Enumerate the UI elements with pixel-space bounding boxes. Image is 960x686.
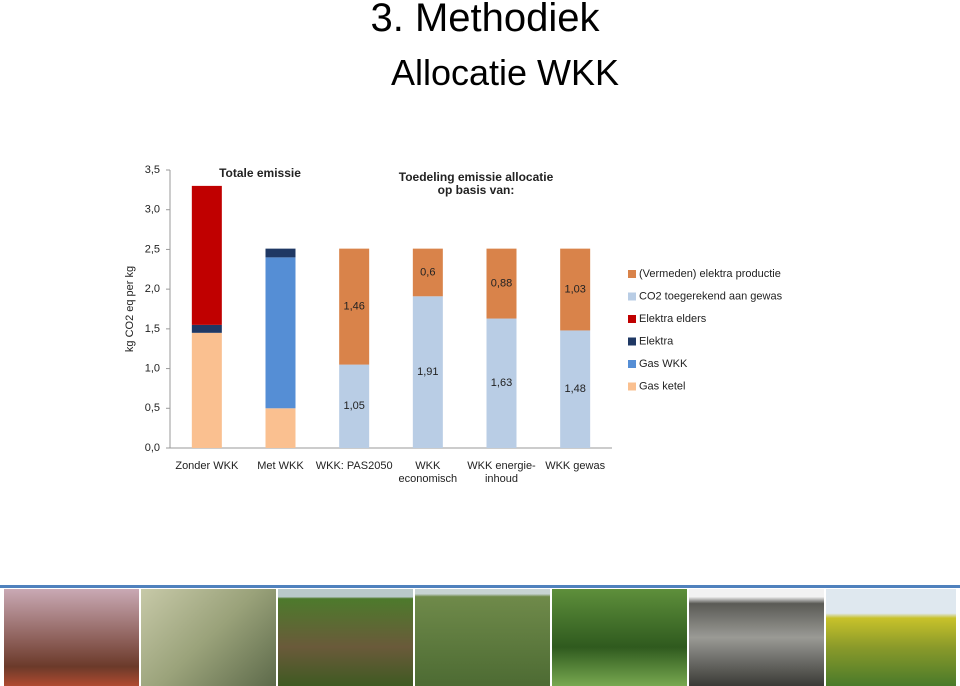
- data-label: 1,03: [564, 283, 585, 295]
- slide-title: 3. Methodiek: [370, 0, 600, 40]
- bar-segment: [339, 364, 370, 448]
- bar-segment: [191, 332, 222, 448]
- bar-segment: [265, 408, 296, 448]
- legend-swatch: [628, 270, 636, 278]
- bar-segment: [191, 324, 222, 333]
- legend-label: Elektra: [639, 335, 674, 347]
- y-tick-label: 1,5: [145, 323, 160, 335]
- legend-swatch: [628, 360, 636, 368]
- annotation: Toedeling emissie allocatie op basis van…: [398, 170, 554, 197]
- data-label: 1,91: [417, 366, 438, 378]
- photo: [689, 589, 824, 686]
- x-tick-label: WKK gewas: [545, 460, 606, 472]
- annotation: Totale emissie: [219, 166, 301, 180]
- x-tick-label: Met WKK: [257, 460, 304, 472]
- x-tick-label: WKK energie- inhoud: [467, 460, 536, 485]
- data-label: 1,46: [343, 301, 364, 313]
- photo: [826, 589, 956, 686]
- data-label: 1,63: [491, 377, 512, 389]
- slide-subtitle: Allocatie WKK: [390, 52, 620, 93]
- photo: [552, 589, 687, 686]
- bar-segment: [486, 248, 517, 319]
- bar-segment: [191, 185, 222, 325]
- data-label: 0,6: [420, 266, 435, 278]
- bar-segment: [339, 248, 370, 365]
- y-tick-label: 0,5: [145, 402, 160, 414]
- y-axis-label: kg CO2 eq per kg: [124, 266, 136, 352]
- data-label: 1,05: [343, 400, 364, 412]
- photo: [278, 589, 413, 686]
- legend-label: (Vermeden) elektra productie: [639, 268, 781, 280]
- y-tick-label: 2,0: [145, 283, 160, 295]
- data-label: 0,88: [491, 277, 512, 289]
- data-label: 1,48: [564, 383, 585, 395]
- legend-label: CO2 toegerekend aan gewas: [639, 290, 783, 302]
- legend-swatch: [628, 315, 636, 323]
- legend-label: Elektra elders: [639, 313, 707, 325]
- legend-swatch: [628, 292, 636, 301]
- photo: [141, 589, 276, 686]
- bar-segment: [486, 318, 517, 448]
- photo: [415, 589, 550, 686]
- bar-segment: [265, 248, 296, 258]
- divider: [0, 585, 960, 588]
- legend-swatch: [628, 382, 636, 391]
- legend-label: Gas WKK: [639, 358, 688, 370]
- x-tick-label: WKK economisch: [398, 460, 458, 485]
- legend-label: Gas ketel: [639, 380, 685, 392]
- x-tick-label: Zonder WKK: [175, 460, 239, 472]
- legend-swatch: [628, 337, 636, 346]
- y-tick-label: 1,0: [145, 362, 160, 374]
- bar-segment: [412, 296, 443, 448]
- y-tick-label: 0,0: [145, 442, 160, 454]
- bar-segment: [560, 248, 591, 331]
- y-tick-label: 3,0: [145, 204, 160, 216]
- bar-segment: [560, 330, 591, 448]
- bar-segment: [412, 248, 443, 297]
- bar-segment: [265, 257, 296, 409]
- photo: [4, 589, 139, 686]
- y-tick-label: 3,5: [145, 164, 160, 176]
- x-tick-label: WKK: PAS2050: [315, 460, 393, 472]
- y-tick-label: 2,5: [145, 243, 160, 255]
- chart: kg CO2 eq per kg 0,0 0,5 1,0 1,5 2,0 2,5 3,0 3,…: [124, 164, 783, 454]
